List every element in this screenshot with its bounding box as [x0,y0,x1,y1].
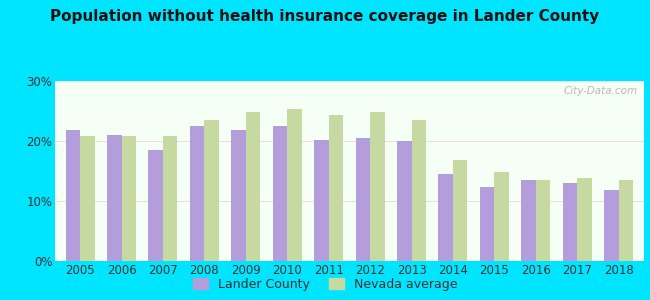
Bar [66,130,80,261]
Bar [577,178,592,261]
Legend: Lander County, Nevada average: Lander County, Nevada average [193,278,457,291]
Bar [329,115,343,261]
Bar [397,141,411,261]
Text: City-Data.com: City-Data.com [564,86,638,96]
Bar [439,174,453,261]
Bar [246,112,260,261]
Bar [356,138,370,261]
Bar [190,126,204,261]
Bar [495,172,509,261]
Bar [107,135,122,261]
Bar [536,180,551,261]
Bar [411,120,426,261]
Bar [163,136,177,261]
Bar [604,190,619,261]
Bar [287,109,302,261]
Bar [231,130,246,261]
Bar [273,126,287,261]
Bar [521,180,536,261]
Bar [80,136,95,261]
Bar [370,112,385,261]
Bar [314,140,329,261]
Text: Population without health insurance coverage in Lander County: Population without health insurance cove… [51,9,599,24]
Bar [619,180,633,261]
Bar [148,150,163,261]
Bar [563,183,577,261]
Bar [122,136,136,261]
Bar [204,120,219,261]
Bar [453,160,467,261]
Bar [480,187,495,261]
